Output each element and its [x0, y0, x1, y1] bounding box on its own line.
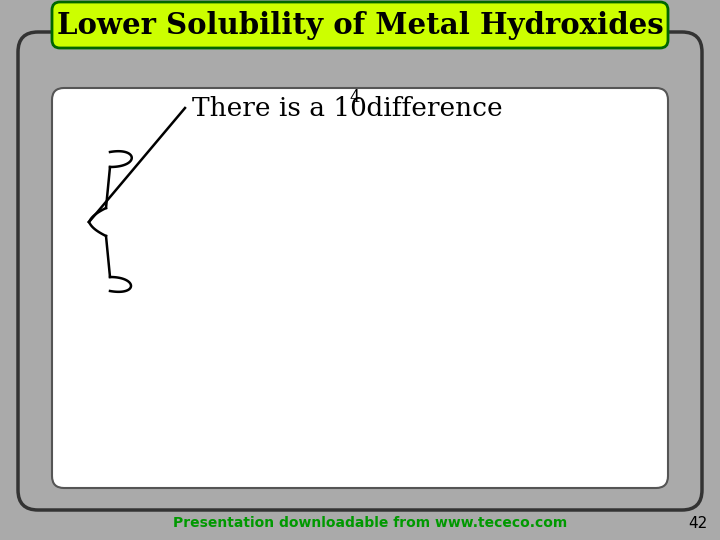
Text: 4: 4 — [349, 89, 359, 105]
FancyBboxPatch shape — [52, 88, 668, 488]
Text: 42: 42 — [688, 516, 708, 530]
Text: difference: difference — [358, 96, 503, 120]
Text: Presentation downloadable from www.tececo.com: Presentation downloadable from www.tecec… — [173, 516, 567, 530]
FancyBboxPatch shape — [18, 32, 702, 510]
Text: Lower Solubility of Metal Hydroxides: Lower Solubility of Metal Hydroxides — [57, 10, 663, 39]
Text: There is a 10: There is a 10 — [192, 96, 367, 120]
FancyBboxPatch shape — [52, 2, 668, 48]
